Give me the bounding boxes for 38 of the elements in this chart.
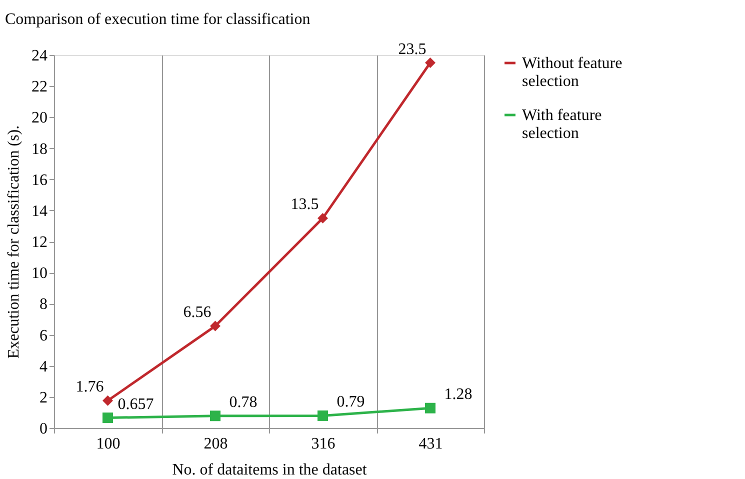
point bbox=[425, 402, 436, 414]
point bbox=[210, 410, 220, 422]
x-axis-title: No. of dataitems in the dataset bbox=[172, 462, 368, 478]
legend-label: With feature selection bbox=[522, 107, 602, 142]
x-tick-label: 316 bbox=[311, 436, 336, 452]
point bbox=[318, 410, 328, 421]
chart-title: Comparison of execution time for classification bbox=[5, 10, 310, 28]
y-tick-label: 18 bbox=[32, 140, 48, 158]
x-tick-label: 100 bbox=[96, 436, 120, 452]
legend-label: Without feature selection bbox=[522, 55, 622, 90]
data-label: 0.78 bbox=[229, 394, 258, 411]
y-tick-label: 0 bbox=[40, 420, 48, 438]
y-tick-label: 20 bbox=[32, 110, 48, 127]
point bbox=[425, 58, 436, 68]
y-tick-label: 8 bbox=[40, 296, 48, 314]
y-tick-label: 24 bbox=[32, 48, 48, 64]
data-label: 6.56 bbox=[183, 304, 212, 322]
x-tick-label: 431 bbox=[418, 436, 443, 452]
y-tick-label: 10 bbox=[32, 265, 48, 282]
x-tick-label: 208 bbox=[204, 436, 228, 452]
data-label: 13.5 bbox=[290, 196, 319, 214]
point bbox=[102, 395, 113, 406]
data-label: 1.76 bbox=[76, 378, 104, 396]
data-label: 0.657 bbox=[118, 396, 154, 413]
data-label: 0.79 bbox=[336, 394, 365, 411]
y-tick-label: 22 bbox=[32, 78, 48, 96]
data-label: 23.5 bbox=[398, 40, 426, 58]
y-tick-label: 14 bbox=[32, 202, 48, 220]
y-axis-title: Execution time for classification (s). bbox=[6, 125, 22, 359]
point bbox=[210, 320, 220, 332]
y-tick-label: 2 bbox=[40, 389, 48, 406]
y-tick-label: 6 bbox=[40, 327, 48, 344]
point bbox=[102, 412, 113, 424]
y-tick-label: 4 bbox=[40, 358, 48, 376]
y-tick-label: 16 bbox=[32, 172, 48, 189]
y-tick-label: 12 bbox=[32, 234, 48, 251]
data-label: 1.28 bbox=[444, 386, 472, 404]
point bbox=[318, 212, 328, 224]
